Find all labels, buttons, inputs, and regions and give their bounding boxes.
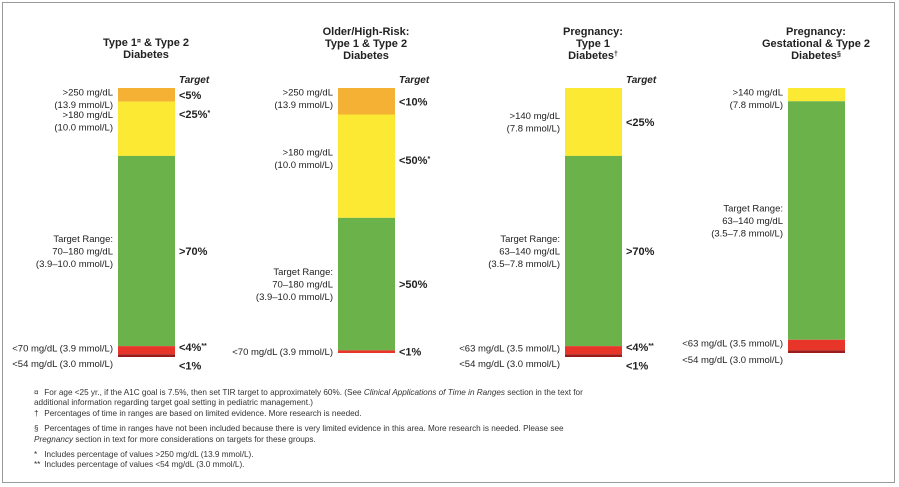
chart-4-segment-very-low (788, 350, 845, 353)
chart-3-title-line-3: Diabetes† (568, 50, 618, 62)
chart-4-segment-high (788, 88, 845, 102)
chart-1-target-very-low: <1% (179, 361, 202, 373)
chart-2-title-line-2: Type 1 & Type 2 (325, 38, 407, 50)
chart-3-target-very-low: <1% (626, 361, 649, 373)
footnote-age: ¤ For age <25 yr., if the A1C goal is 7.… (34, 388, 583, 408)
chart-1-range-label-very-high: >250 mg/dL (13.9 mmol/L) (54, 87, 113, 111)
chart-3-title-line-1: Pregnancy: (563, 26, 623, 38)
chart-1-range-label-low: <70 mg/dL (3.9 mmol/L) (12, 344, 113, 355)
chart-4-title-line-1: Pregnancy: (786, 26, 846, 38)
chart-2-range-label-low: <70 mg/dL (3.9 mmol/L) (232, 347, 333, 358)
footnote-pregnancy: § Percentages of time in ranges have not… (34, 424, 564, 444)
chart-2-target-high: <50%* (399, 155, 430, 167)
chart-2-range-label-very-high: >250 mg/dL (13.9 mmol/L) (274, 87, 333, 111)
chart-2-title-line-3: Diabetes (343, 50, 389, 62)
chart-1-segment-high (118, 101, 175, 156)
chart-1-target-header: Target (179, 75, 210, 86)
chart-3-range-label-target: Target Range: 63–140 mg/dL (3.5–7.8 mmol/L… (488, 234, 560, 270)
chart-2-segment-high (338, 114, 395, 218)
chart-1-target-high: <25%* (179, 109, 210, 121)
chart-1-target-very-high: <5% (179, 90, 202, 102)
chart-3-segment-target (565, 155, 622, 347)
chart-3-title-line-2: Type 1 (576, 38, 610, 50)
chart-3-target-target: >70% (626, 246, 655, 258)
chart-4-title-line-2: Gestational & Type 2 (762, 38, 870, 50)
chart-2-target-very-high: <10% (399, 96, 428, 108)
chart-2-range-label-target: Target Range: 70–180 mg/dL (3.9–10.0 mmol/… (256, 267, 333, 303)
chart-1-target-low: <4%** (179, 342, 207, 354)
footnote-double-asterisk: ** Includes percentage of values <54 mg/… (34, 460, 245, 470)
chart-1-segment-target (118, 155, 175, 347)
chart-2-title-line-1: Older/High-Risk: (323, 26, 410, 38)
chart-2-range-label-high: >180 mg/dL (10.0 mmol/L) (274, 147, 333, 171)
chart-2-target-low: <1% (399, 347, 422, 359)
chart-1-title-line-2: Diabetes (123, 49, 169, 61)
chart-3-range-label-very-low: <54 mg/dL (3.0 mmol/L) (459, 359, 560, 370)
chart-2-segment-target (338, 217, 395, 351)
chart-3-segment-very-low (565, 354, 622, 357)
chart-1-segment-low (118, 346, 175, 355)
chart-3-range-label-high: >140 mg/dL (7.8 mmol/L) (507, 111, 560, 135)
chart-4-segment-target (788, 101, 845, 340)
chart-4-range-label-target: Target Range: 63–140 mg/dL (3.5–7.8 mmol/L… (711, 204, 783, 240)
footnote-limited-evidence: † Percentages of time in ranges are base… (34, 408, 362, 418)
chart-1-range-label-very-low: <54 mg/dL (3.0 mmol/L) (12, 359, 113, 370)
chart-3-target-high: <25% (626, 117, 655, 129)
chart-2-target-header: Target (399, 75, 430, 86)
chart-4-range-label-high: >140 mg/dL (7.8 mmol/L) (730, 87, 783, 111)
chart-1-range-label-high: >180 mg/dL (10.0 mmol/L) (54, 110, 113, 133)
chart-1-title-line-1: Type 1¤ & Type 2 (103, 37, 189, 49)
chart-2-segment-low (338, 350, 395, 353)
chart-1-segment-very-low (118, 354, 175, 357)
chart-3-segment-low (565, 346, 622, 355)
chart-1-target-target: >70% (179, 246, 208, 258)
chart-1-segment-very-high (118, 88, 175, 102)
chart-3-target-header: Target (626, 75, 657, 86)
chart-4-range-label-very-low: <54 mg/dL (3.0 mmol/L) (682, 355, 783, 366)
chart-4-range-label-low: <63 mg/dL (3.5 mmol/L) (682, 339, 783, 350)
chart-4-title-line-3: Diabetes§ (791, 50, 841, 62)
chart-3-target-low: <4%** (626, 342, 654, 354)
chart-3-range-label-low: <63 mg/dL (3.5 mmol/L) (459, 344, 560, 355)
chart-1-range-label-target: Target Range: 70–180 mg/dL (3.9–10.0 mmol/… (36, 234, 113, 270)
chart-3-segment-high (565, 88, 622, 156)
chart-2-segment-very-high (338, 88, 395, 115)
footnotes: ¤ For age <25 yr., if the A1C goal is 7.… (34, 388, 594, 471)
footnote-single-asterisk: * Includes percentage of values >250 mg/… (34, 450, 254, 460)
chart-4-segment-low (788, 339, 845, 351)
chart-2-target-target: >50% (399, 279, 428, 291)
